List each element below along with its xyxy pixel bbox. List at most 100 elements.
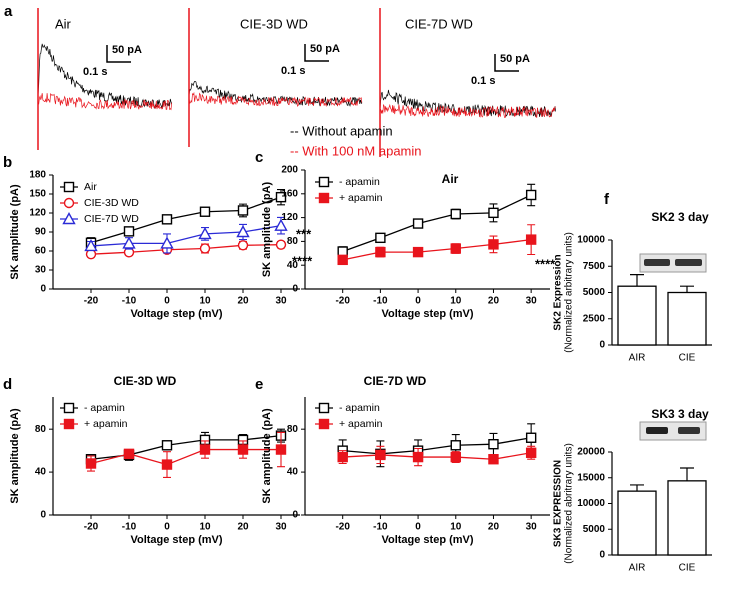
trace-title: CIE-7D WD (405, 16, 473, 31)
x-tick-label: 30 (275, 522, 287, 533)
y-tick-label: 15000 (577, 472, 605, 483)
marker (450, 243, 461, 254)
scale-label: 0.1 s (83, 66, 107, 78)
marker (488, 439, 499, 450)
marker (450, 440, 461, 451)
marker (63, 402, 75, 414)
trace (379, 103, 556, 118)
marker (237, 205, 249, 216)
marker (275, 444, 287, 455)
marker (318, 176, 330, 188)
marker (237, 444, 249, 455)
marker (375, 449, 386, 461)
marker (318, 418, 330, 430)
marker (160, 236, 174, 249)
y-axis-note: (Normalized abritrary units) (564, 443, 575, 564)
scale-label: 50 pA (500, 53, 530, 65)
marker (85, 458, 97, 469)
y-tick-label: 10000 (577, 235, 605, 246)
y-axis-label: SK3 EXPRESSION (553, 460, 564, 547)
blot-band (678, 427, 700, 434)
marker (375, 232, 386, 244)
legend-label: - apamin (339, 402, 380, 414)
error-bar (630, 484, 644, 492)
legend-label: -- With 100 nM apamin (290, 143, 422, 158)
blot-band (646, 427, 668, 434)
marker (525, 234, 537, 245)
trace (188, 91, 363, 107)
y-tick-label: 180 (29, 170, 46, 181)
bar (667, 291, 707, 346)
y-tick-label: 0 (599, 340, 605, 351)
y-tick-label: 40 (287, 260, 299, 271)
marker (199, 243, 211, 254)
trace (188, 80, 363, 107)
marker (63, 197, 75, 209)
marker (123, 226, 135, 237)
series-line (342, 238, 532, 261)
x-tick-label: 0 (164, 296, 170, 307)
scale-bar (106, 45, 131, 63)
marker (161, 440, 173, 451)
trace (37, 92, 173, 111)
bar (617, 490, 657, 556)
x-tick-label: 30 (526, 522, 538, 533)
error-bar (680, 285, 694, 293)
scale-label: 0.1 s (281, 65, 305, 77)
marker (525, 447, 537, 458)
x-axis-label: Voltage step (mV) (130, 534, 222, 546)
x-tick-label: -20 (84, 296, 99, 307)
marker (123, 448, 135, 460)
marker (450, 208, 461, 220)
y-tick-label: 80 (287, 424, 299, 435)
trace-title: CIE-3D WD (240, 16, 308, 31)
marker (525, 432, 537, 443)
x-tick-label: 20 (488, 522, 500, 533)
marker (161, 459, 173, 470)
annotation: **** (535, 256, 556, 271)
legend-label: - apamin (339, 176, 380, 188)
blot-frame (639, 253, 707, 273)
x-tick-label: AIR (629, 563, 646, 574)
bar (617, 285, 657, 346)
chart-title: CIE-7D WD (364, 374, 427, 388)
marker (236, 225, 250, 238)
trace-title: Air (55, 16, 72, 31)
y-tick-label: 7500 (583, 261, 606, 272)
marker (412, 218, 424, 229)
blot-frame (639, 421, 707, 441)
legend-label: Air (84, 181, 97, 193)
x-tick-label: -10 (122, 522, 137, 533)
panel-label: c (255, 149, 263, 166)
annotation: **** (292, 253, 313, 268)
marker (450, 451, 461, 463)
scale-label: 0.1 s (471, 75, 495, 87)
marker (63, 181, 75, 193)
x-tick-label: 30 (526, 296, 538, 307)
x-tick-label: 30 (275, 296, 287, 307)
x-tick-label: -20 (335, 522, 350, 533)
x-axis-label: Voltage step (mV) (130, 308, 222, 320)
marker (199, 206, 211, 217)
y-tick-label: 30 (35, 265, 47, 276)
scale-bar (304, 44, 329, 62)
y-tick-label: 160 (281, 188, 298, 199)
chart-title: CIE-3D WD (114, 374, 177, 388)
marker (525, 189, 537, 201)
y-tick-label: 80 (35, 424, 47, 435)
marker (488, 239, 499, 250)
x-tick-label: -10 (373, 522, 388, 533)
marker (199, 444, 211, 455)
error-bar (630, 274, 644, 287)
y-axis-label: SK amplitude (pA) (9, 184, 21, 280)
panel-label: b (3, 154, 12, 171)
marker (274, 218, 288, 231)
marker (63, 418, 75, 430)
x-tick-label: 10 (199, 522, 211, 533)
y-tick-label: 0 (292, 284, 298, 295)
y-axis-label: SK amplitude (pA) (261, 182, 273, 278)
y-axis-label: SK amplitude (pA) (9, 408, 21, 504)
error-bar (680, 467, 694, 481)
marker (488, 454, 499, 465)
